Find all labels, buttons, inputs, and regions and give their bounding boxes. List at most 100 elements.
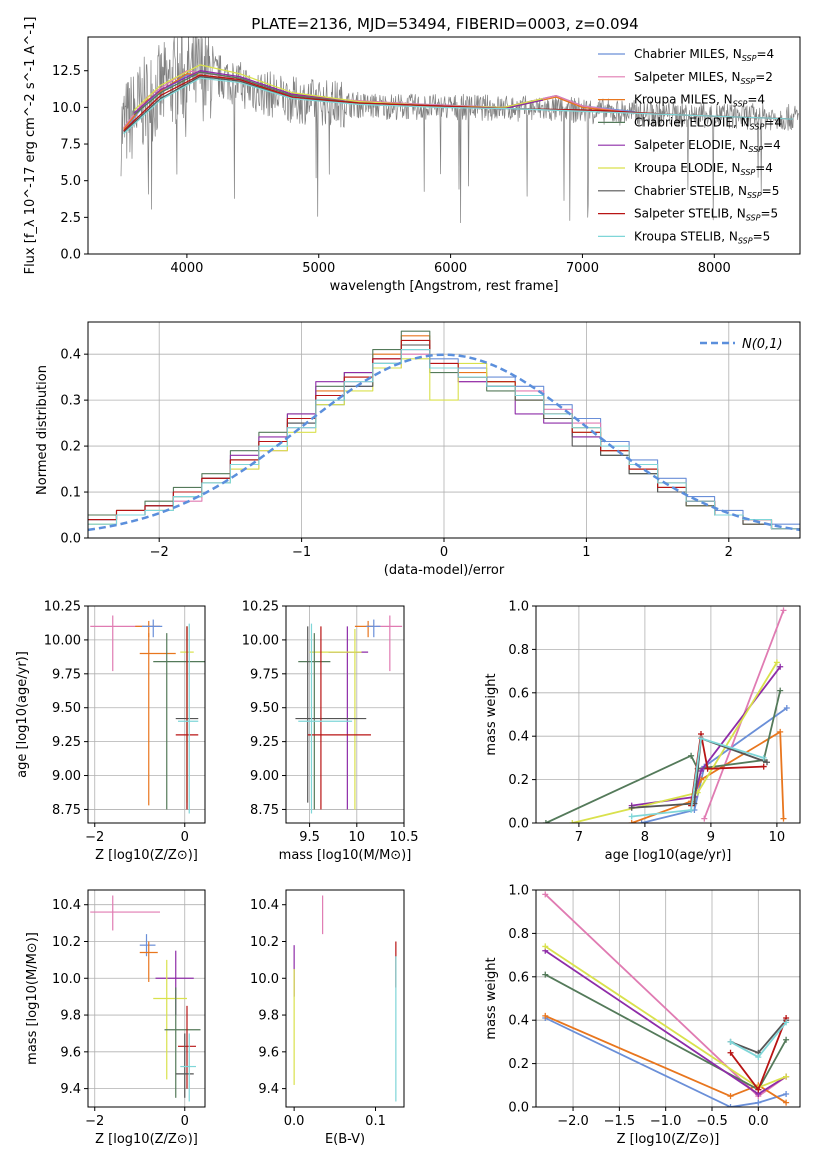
axes-frame <box>87 605 206 824</box>
y-tick-label: 0.4 <box>508 1014 529 1029</box>
y-tick-label: 0.1 <box>60 486 81 501</box>
legend-label: Chabrier MILES, NSSP=4 <box>634 47 774 63</box>
weight-marker <box>783 1036 790 1043</box>
weight-marker <box>783 1019 790 1026</box>
x-tick-label: 7 <box>575 830 583 845</box>
y-tick-label: 9.75 <box>52 667 81 682</box>
legend-count: =2 <box>755 70 773 84</box>
y-axis-label: age [log10(age/yr)] <box>15 651 30 778</box>
x-tick-label: 8 <box>641 830 649 845</box>
panels: 4000 5000 6000 7000 80000.02.55.07.510.012.5… <box>15 17 801 1147</box>
weight-marker <box>628 820 635 823</box>
legend-label: Salpeter ELODIE, NSSP=4 <box>634 138 781 154</box>
weight-marker <box>688 752 695 759</box>
y-tick-label: 10.4 <box>52 898 81 913</box>
axes-frame <box>285 889 405 1108</box>
legend-count: =4 <box>756 47 774 61</box>
weight-marker <box>780 607 787 614</box>
x-tick-label: 9.5 <box>299 830 320 845</box>
y-tick-label: 0.0 <box>60 248 81 263</box>
x-tick-label: −1 <box>292 545 311 560</box>
legend-subscript: SSP <box>741 77 756 86</box>
x-tick-label: 0.0 <box>748 1114 769 1129</box>
y-tick-label: 0.0 <box>508 1101 529 1116</box>
legend-subscript: SSP <box>748 145 763 154</box>
weight-marker <box>783 1090 790 1097</box>
y-axis-label: mass [log10(M/M⊙)] <box>25 932 40 1065</box>
y-tick-label: 1.0 <box>508 884 529 899</box>
y-axis-label: mass weight <box>484 673 499 755</box>
weight-marker <box>628 804 635 811</box>
x-tick-label: 7000 <box>566 261 599 276</box>
x-tick-label: 0 <box>181 1114 189 1129</box>
axes-frame <box>87 36 801 255</box>
y-tick-label: 10.00 <box>44 633 81 648</box>
weight-marker <box>542 1012 549 1019</box>
x-tick-label: 4000 <box>170 261 203 276</box>
weight-marker <box>783 1099 790 1106</box>
weight-marker <box>727 1049 734 1056</box>
y-tick-label: 10.0 <box>52 972 81 987</box>
legend-label: Kroupa ELODIE, NSSP=4 <box>634 161 773 177</box>
axes-frame <box>535 605 801 824</box>
x-tick-label: 1 <box>582 545 590 560</box>
y-tick-label: 0.0 <box>60 532 81 547</box>
x-axis-label: wavelength [Angstrom, rest frame] <box>330 279 559 294</box>
y-tick-label: 0.6 <box>508 686 529 701</box>
y-tick-label: 12.5 <box>52 64 81 79</box>
weight-marker <box>777 728 784 735</box>
x-tick-label: 6000 <box>434 261 467 276</box>
weight-marker <box>755 1054 762 1061</box>
y-tick-label: 0.2 <box>508 1057 529 1072</box>
histogram-kroupa-stelib <box>88 349 800 530</box>
x-tick-label: −2 <box>85 830 104 845</box>
plot-area <box>90 895 201 1102</box>
gaussian-legend-label: N(0,1) <box>742 337 783 352</box>
y-tick-label: 9.4 <box>60 1082 81 1097</box>
model-curve-kroupa-stelib <box>123 77 794 135</box>
weight-marker <box>783 704 790 711</box>
weight-marker <box>755 1099 762 1106</box>
weight-line-chabrier-miles <box>544 1017 787 1107</box>
x-tick-label: 9 <box>707 830 715 845</box>
legend-subscript: SSP <box>733 100 748 109</box>
figure-title: PLATE=2136, MJD=53494, FIBERID=0003, z=0… <box>251 15 638 33</box>
axes-frame <box>87 889 206 1108</box>
histogram-salpeter-stelib <box>88 339 800 530</box>
plot-area <box>295 615 403 814</box>
y-tick-label: 7.5 <box>60 138 81 153</box>
y-tick-label: 10.2 <box>250 935 279 950</box>
y-tick-label: 1.0 <box>508 600 529 615</box>
legend-count: =5 <box>762 184 780 198</box>
y-tick-label: 9.4 <box>258 1082 279 1097</box>
x-axis-label: Z [log10(Z/Z⊙)] <box>617 1132 720 1147</box>
x-tick-label: 10 <box>349 830 366 845</box>
legend-subscript: SSP <box>741 168 756 177</box>
plot-area <box>293 895 397 1102</box>
legend-label: Kroupa STELIB, NSSP=5 <box>634 229 770 245</box>
y-tick-label: 2.5 <box>60 211 81 226</box>
legend-count: =4 <box>755 161 773 175</box>
y-tick-label: 9.00 <box>52 769 81 784</box>
y-tick-label: 9.75 <box>250 667 279 682</box>
y-tick-label: 9.50 <box>250 701 279 716</box>
gaussian-curve <box>88 353 800 532</box>
y-tick-label: 10.2 <box>52 935 81 950</box>
legend-count: =4 <box>747 93 765 107</box>
x-axis-label: age [log10(age/yr)] <box>605 848 732 863</box>
y-tick-label: 8.75 <box>250 803 279 818</box>
weight-marker <box>542 820 549 823</box>
y-tick-label: 5.0 <box>60 174 81 189</box>
panel-spectrum: 4000 5000 6000 7000 8000 0.0 2.5 5.0 7.5 10.0 12.5… <box>23 17 801 294</box>
weight-marker <box>698 767 704 774</box>
legend-count: =4 <box>764 115 782 129</box>
x-tick-label: 0 <box>181 830 189 845</box>
weight-marker <box>688 806 695 813</box>
legend-subscript: SSP <box>747 191 762 200</box>
legend-count: =5 <box>753 229 771 243</box>
x-tick-label: 0.1 <box>365 1114 386 1129</box>
y-axis-label: Flux [f_λ 10^-17 erg cm^-2 s^-1 A^-1] <box>23 17 38 275</box>
weight-marker <box>780 815 787 822</box>
weight-marker <box>783 1073 790 1080</box>
panel-mass-vs-EBV: 0.0 0.1 9.4 9.6 9.8 10.0 10.2 10.4 E(B-V) <box>250 889 405 1147</box>
